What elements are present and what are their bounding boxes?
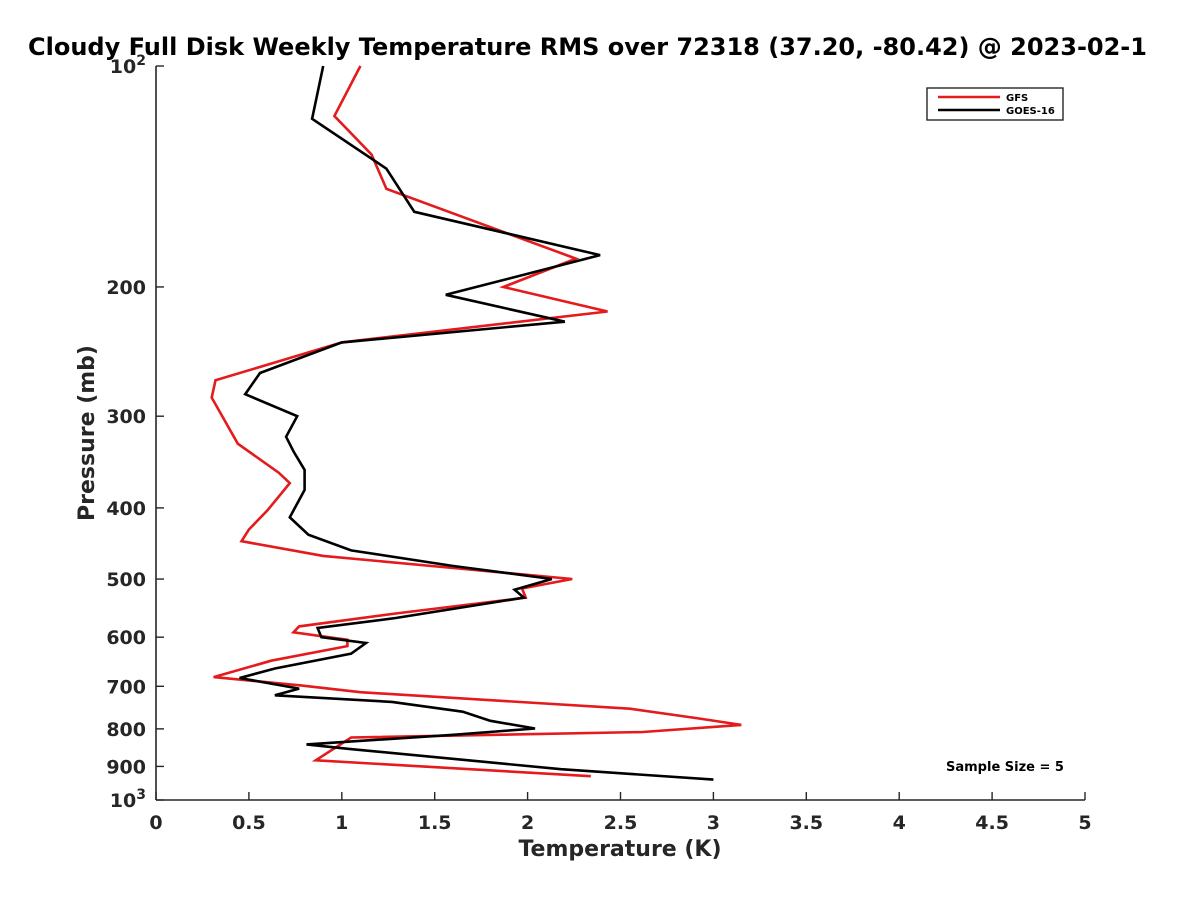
plot-area: 0 0.5 1 1.5 2 2.5 3 3.5 4 4.5 5 102 200 300 400 500 600… [106,53,1091,834]
legend-box [926,87,1064,121]
x-tick-label: 3 [707,812,720,834]
x-tick-label: 3.5 [789,812,823,834]
legend-label-goes16: GOES-16 [1006,106,1055,117]
x-tick-label: 2 [521,812,534,834]
legend: GFS GOES-16 [926,87,1064,121]
x-tick-label: 5 [1078,812,1091,834]
x-tick-label: 4.5 [975,812,1009,834]
x-tick-label: 1 [335,812,348,834]
x-tick-label: 0 [149,812,162,834]
y-tick-label: 400 [106,498,146,520]
y-tick-label: 500 [106,569,146,591]
series-line-goes16 [239,65,714,781]
x-tick-label: 0.5 [232,812,266,834]
y-tick-label: 200 [106,277,146,299]
y-tick-label: 800 [106,719,146,741]
x-tick-label: 2.5 [604,812,638,834]
x-tick-label: 1.5 [418,812,452,834]
y-tick-label: 900 [106,756,146,778]
y-ticks: 102 200 300 400 500 600 700 800 900 103 [106,53,164,812]
y-tick-label: 600 [106,627,146,649]
legend-label-gfs: GFS [1006,93,1028,104]
x-axis-label: Temperature (K) [518,837,721,862]
series-lines [210,65,742,781]
x-tick-label: 4 [893,812,906,834]
y-tick-label: 300 [106,406,146,428]
y-tick-label: 700 [106,676,146,698]
x-ticks: 0 0.5 1 1.5 2 2.5 3 3.5 4 4.5 5 [149,792,1092,834]
y-tick-label: 102 [110,53,146,78]
chart-title: Cloudy Full Disk Weekly Temperature RMS … [28,33,1147,61]
sample-size-annotation: Sample Size = 5 [946,760,1064,775]
y-axis-label: Pressure (mb) [75,345,100,521]
y-tick-label: 103 [110,787,146,812]
series-line-gfs [210,65,742,778]
